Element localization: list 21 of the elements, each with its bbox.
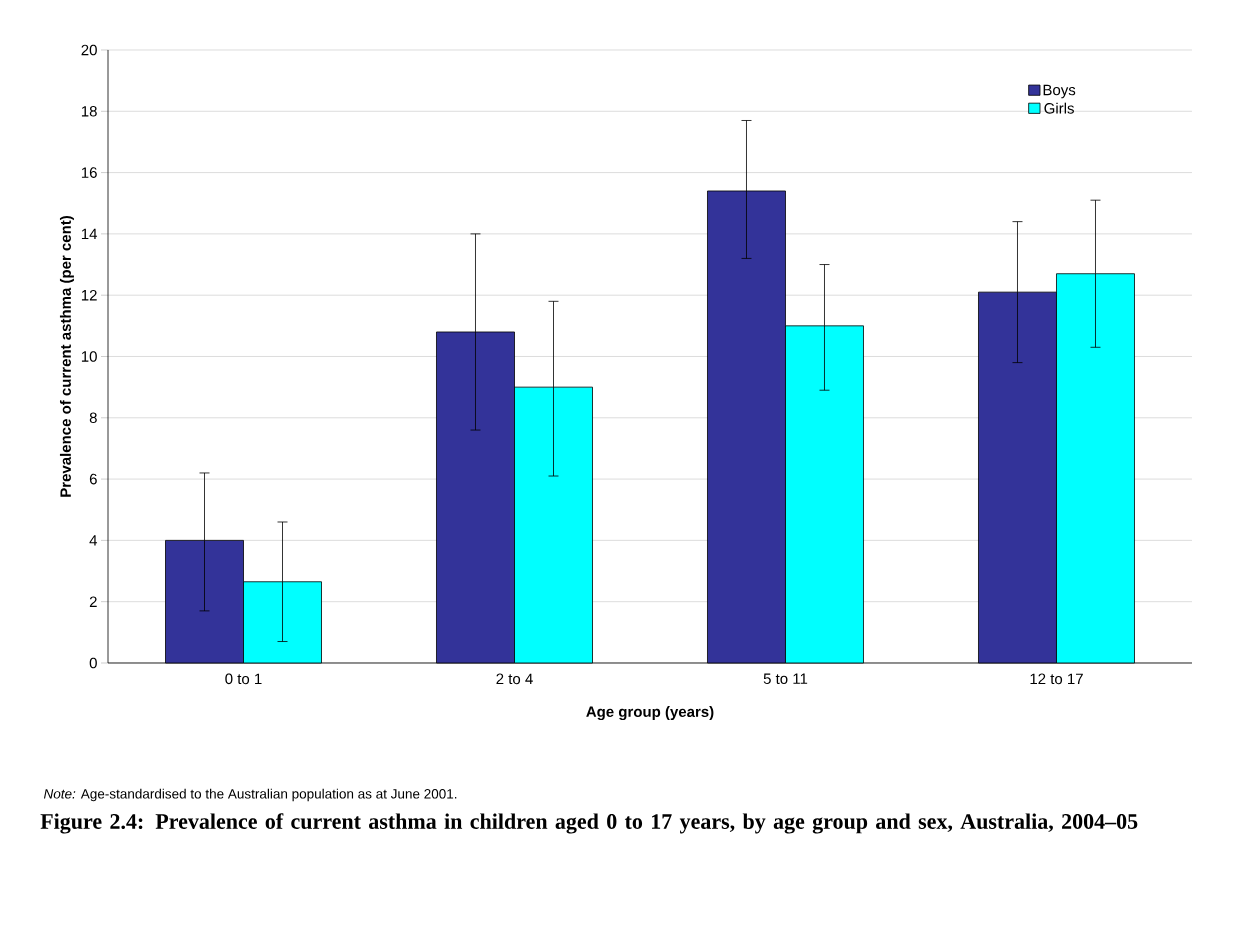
y-tick-label: 2 — [89, 596, 97, 607]
y-axis-title: Prevalence of current asthma (per cent) — [59, 215, 74, 497]
y-tick-label: 4 — [89, 535, 98, 546]
x-tick-label: 5 to 11 — [763, 673, 808, 684]
y-tick-label: 10 — [81, 351, 97, 362]
y-tick-label: 18 — [81, 105, 97, 117]
y-tick-label: 0 — [89, 657, 97, 669]
y-tick-label: 8 — [89, 412, 97, 424]
y-tick-label: 14 — [81, 228, 98, 240]
y-tick-label: 20 — [81, 44, 97, 56]
y-tick-label: 6 — [89, 473, 97, 485]
legend-label: Girls — [1044, 102, 1074, 114]
legend-label: Boys — [1043, 84, 1076, 99]
x-tick-label: 2 to 4 — [496, 673, 533, 685]
text: Figure 2.4: Prevalence of current asthma in children aged 0 to 17 years, by age group and sex, Australia, 2004–05 — [40, 813, 1138, 834]
text: Note: Age-standardised to the Australian population as at June 2001. — [43, 788, 457, 802]
y-tick-label: 12 — [81, 289, 97, 301]
x-tick-label: 0 to 1 — [225, 673, 262, 685]
x-tick-label: 12 to 17 — [1030, 673, 1083, 685]
x-axis-title: Age group (years) — [586, 706, 714, 721]
y-tick-label: 16 — [81, 167, 97, 178]
